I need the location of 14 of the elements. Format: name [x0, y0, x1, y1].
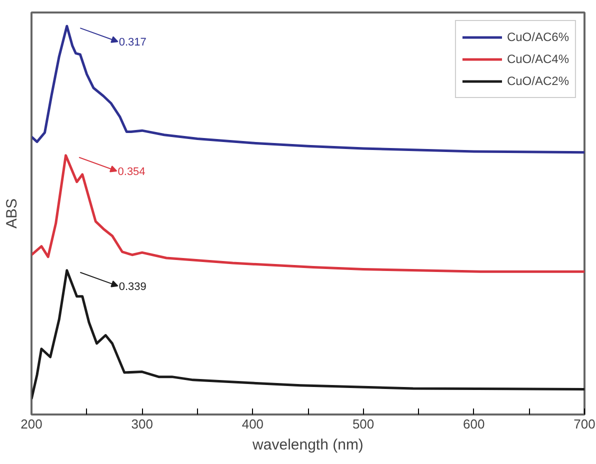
x-tick-label: 200 [20, 416, 42, 432]
x-tick-label: 400 [242, 416, 264, 432]
x-tick-label: 600 [463, 416, 485, 432]
x-tick-label: 300 [131, 416, 153, 432]
x-axis-title: wavelength (nm) [252, 436, 364, 454]
annotation: 0.317 [118, 36, 146, 49]
legend-label: CuO/AC2% [506, 74, 569, 88]
legend-label: CuO/AC4% [506, 52, 569, 66]
annotation: 0.339 [118, 280, 146, 293]
legend-label: CuO/AC6% [506, 30, 569, 44]
y-axis-title: ABS [4, 198, 20, 229]
x-tick-label: 700 [574, 416, 596, 432]
x-tick-label: 500 [352, 416, 374, 432]
annotation: 0.354 [118, 166, 146, 178]
